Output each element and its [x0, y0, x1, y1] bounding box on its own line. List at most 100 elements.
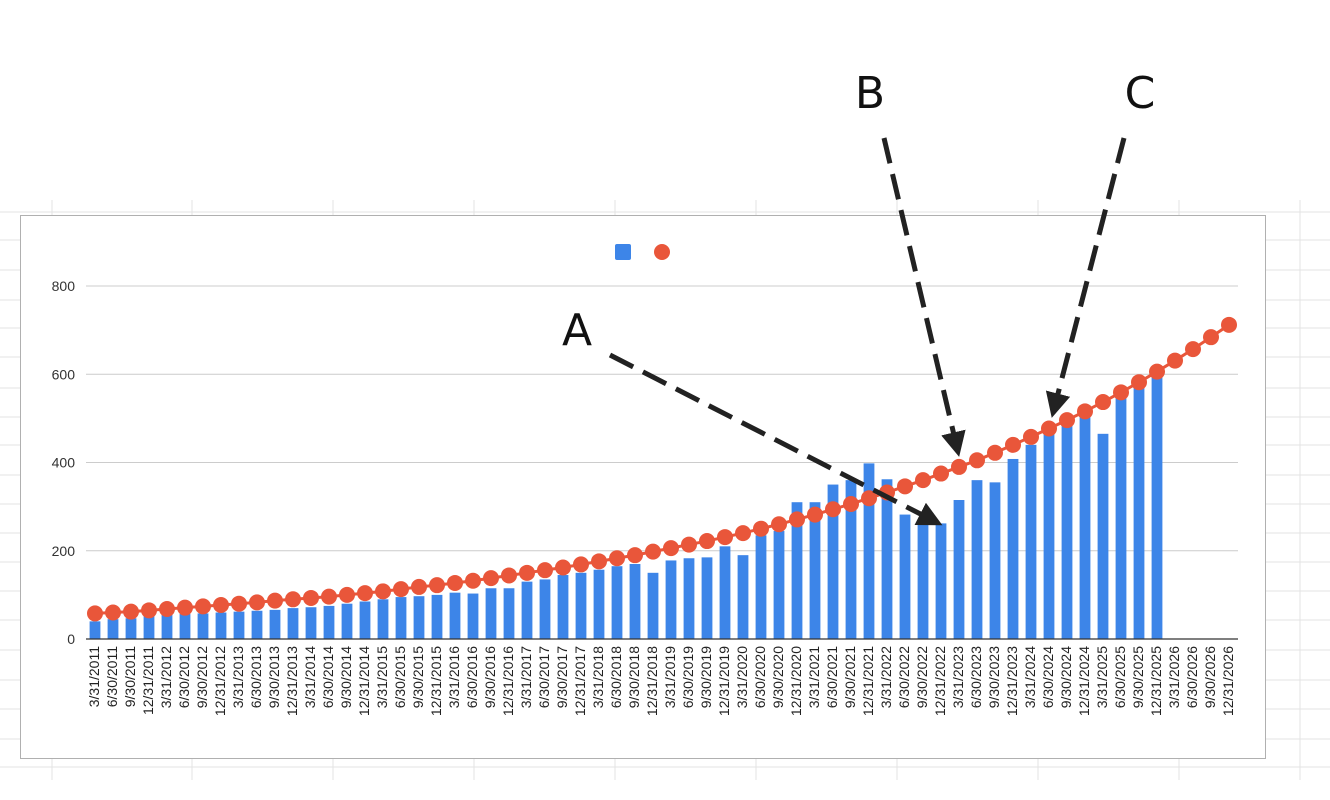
bar[interactable] [287, 608, 299, 639]
line-marker[interactable] [969, 452, 985, 469]
bar[interactable] [1007, 458, 1019, 639]
legend-bar-swatch[interactable] [615, 244, 631, 260]
line-marker[interactable] [897, 478, 913, 495]
bar[interactable] [1043, 433, 1055, 639]
line-marker[interactable] [1203, 329, 1219, 346]
line-marker[interactable] [105, 604, 121, 621]
bar[interactable] [467, 593, 479, 639]
line-marker[interactable] [429, 577, 445, 594]
line-marker[interactable] [357, 585, 373, 602]
bar[interactable] [863, 463, 875, 639]
line-marker[interactable] [375, 583, 391, 600]
line-marker[interactable] [141, 602, 157, 619]
line-marker[interactable] [411, 578, 427, 595]
line-marker[interactable] [231, 595, 247, 612]
bar[interactable] [485, 588, 497, 639]
line-marker[interactable] [267, 592, 283, 609]
bar[interactable] [359, 601, 371, 639]
bar[interactable] [629, 563, 641, 639]
bar[interactable] [197, 613, 209, 639]
bar[interactable] [683, 558, 695, 639]
bar[interactable] [791, 502, 803, 639]
bar[interactable] [953, 500, 965, 639]
bar[interactable] [1097, 433, 1109, 639]
line-marker[interactable] [87, 605, 103, 622]
chart-frame[interactable] [20, 215, 1266, 759]
line-marker[interactable] [1221, 316, 1237, 333]
bar[interactable] [521, 581, 533, 639]
line-marker[interactable] [717, 529, 733, 546]
line-marker[interactable] [789, 511, 805, 528]
bar[interactable] [89, 621, 101, 639]
line-marker[interactable] [951, 458, 967, 475]
line-marker[interactable] [249, 594, 265, 611]
line-marker[interactable] [393, 581, 409, 598]
line-marker[interactable] [807, 506, 823, 523]
bar[interactable] [917, 522, 929, 639]
bar[interactable] [305, 607, 317, 639]
line-marker[interactable] [1131, 374, 1147, 391]
line-marker[interactable] [1041, 420, 1057, 437]
line-marker[interactable] [1023, 428, 1039, 445]
bar[interactable] [701, 557, 713, 639]
line-marker[interactable] [699, 533, 715, 550]
bar[interactable] [449, 592, 461, 639]
line-marker[interactable] [1113, 384, 1129, 401]
bar[interactable] [251, 610, 263, 639]
bar[interactable] [395, 597, 407, 639]
line-marker[interactable] [465, 572, 481, 589]
line-marker[interactable] [735, 525, 751, 542]
bar[interactable] [719, 546, 731, 639]
bar[interactable] [377, 599, 389, 639]
line-marker[interactable] [609, 550, 625, 567]
line-marker[interactable] [987, 444, 1003, 461]
bar[interactable] [845, 480, 857, 639]
bar[interactable] [611, 566, 623, 639]
bar[interactable] [809, 502, 821, 639]
line-marker[interactable] [1077, 403, 1093, 420]
line-marker[interactable] [555, 559, 571, 576]
line-marker[interactable] [501, 567, 517, 584]
bar[interactable] [935, 523, 947, 639]
line-marker[interactable] [627, 547, 643, 564]
line-marker[interactable] [645, 543, 661, 560]
bar[interactable] [143, 616, 155, 639]
line-marker[interactable] [1059, 412, 1075, 429]
line-marker[interactable] [825, 501, 841, 518]
bar[interactable] [1025, 444, 1037, 639]
line-marker[interactable] [447, 574, 463, 591]
bar[interactable] [989, 482, 1001, 639]
line-marker[interactable] [195, 598, 211, 615]
line-marker[interactable] [159, 600, 175, 617]
bar[interactable] [593, 569, 605, 639]
line-marker[interactable] [663, 540, 679, 557]
bar[interactable] [1151, 374, 1163, 639]
line-marker[interactable] [771, 516, 787, 533]
bar[interactable] [881, 479, 893, 639]
bar[interactable] [737, 555, 749, 639]
line-marker[interactable] [591, 553, 607, 570]
bar[interactable] [755, 535, 767, 639]
line-marker[interactable] [213, 597, 229, 614]
line-marker[interactable] [681, 536, 697, 553]
line-marker[interactable] [123, 603, 139, 620]
line-marker[interactable] [177, 599, 193, 616]
bar[interactable] [1079, 416, 1091, 639]
bar[interactable] [971, 480, 983, 639]
bar[interactable] [575, 572, 587, 639]
bar[interactable] [1061, 422, 1073, 639]
bar[interactable] [899, 514, 911, 639]
bar[interactable] [773, 530, 785, 639]
line-marker[interactable] [933, 465, 949, 482]
line-marker[interactable] [915, 472, 931, 489]
bar[interactable] [1115, 396, 1127, 639]
bar[interactable] [233, 611, 245, 639]
bar[interactable] [125, 618, 137, 639]
bar[interactable] [647, 572, 659, 639]
bar[interactable] [161, 614, 173, 639]
bar[interactable] [413, 596, 425, 639]
line-marker[interactable] [1185, 341, 1201, 358]
line-marker[interactable] [1149, 363, 1165, 380]
bar[interactable] [539, 579, 551, 639]
line-marker[interactable] [537, 562, 553, 579]
